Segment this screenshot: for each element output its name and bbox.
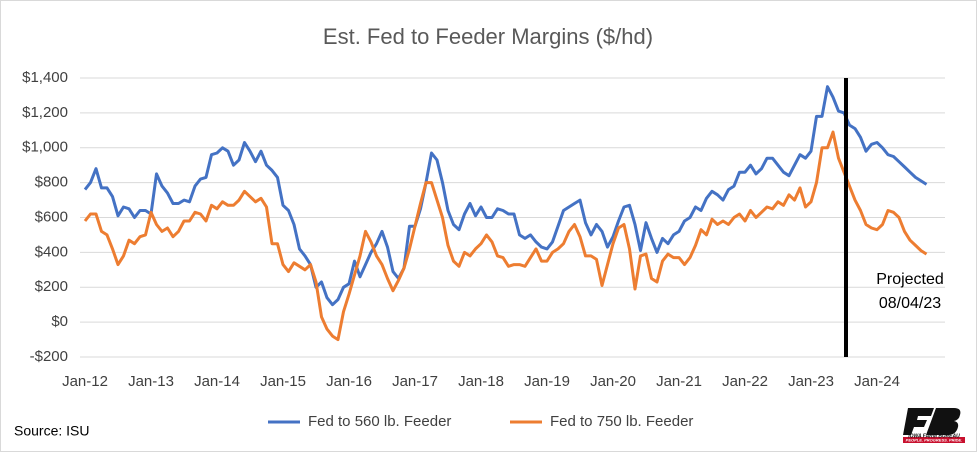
y-tick-label: $400 xyxy=(35,243,68,260)
series-line xyxy=(83,85,928,307)
chart-title: Est. Fed to Feeder Margins ($/hd) xyxy=(323,24,653,49)
x-tick-label: Jan-16 xyxy=(326,373,372,390)
logo-name: IOWA FARM BUREAU xyxy=(908,433,960,439)
x-tick-label: Jan-21 xyxy=(656,373,702,390)
source: Source: ISU xyxy=(14,423,89,439)
logo: IOWA FARM BUREAU PEOPLE. PROGRESS. PRIDE… xyxy=(903,408,965,443)
x-tick-label: Jan-19 xyxy=(524,373,570,390)
logo-b xyxy=(926,408,961,435)
y-tick-label: $600 xyxy=(35,208,68,225)
x-tick-label: Jan-23 xyxy=(788,373,834,390)
series-line xyxy=(83,130,928,342)
x-tick-label: Jan-20 xyxy=(590,373,636,390)
y-tick-label: $200 xyxy=(35,278,68,295)
x-tick-label: Jan-24 xyxy=(854,373,900,390)
y-tick-label: $1,400 xyxy=(22,69,68,86)
y-tick-label: -$200 xyxy=(30,348,68,365)
x-tick-label: Jan-15 xyxy=(260,373,306,390)
annotation: Projected xyxy=(876,271,944,288)
y-tick-label: $1,000 xyxy=(22,139,68,156)
logo-tagline: PEOPLE. PROGRESS. PRIDE. xyxy=(906,438,963,443)
x-tick-label: Jan-14 xyxy=(194,373,240,390)
logo-band xyxy=(903,437,965,443)
x-tick-label: Jan-18 xyxy=(458,373,504,390)
y-tick-label: $0 xyxy=(51,313,68,330)
legend-label: Fed to 560 lb. Feeder xyxy=(308,413,451,430)
x-tick-label: Jan-13 xyxy=(128,373,174,390)
y-tick-label: $800 xyxy=(35,174,68,191)
x-tick-label: Jan-22 xyxy=(722,373,768,390)
x-tick-label: Jan-12 xyxy=(62,373,108,390)
logo-f xyxy=(903,408,934,435)
x-tick-label: Jan-17 xyxy=(392,373,438,390)
y-tick-label: $1,200 xyxy=(22,104,68,121)
annotation: 08/04/23 xyxy=(879,295,941,312)
legend-label: Fed to 750 lb. Feeder xyxy=(550,413,693,430)
